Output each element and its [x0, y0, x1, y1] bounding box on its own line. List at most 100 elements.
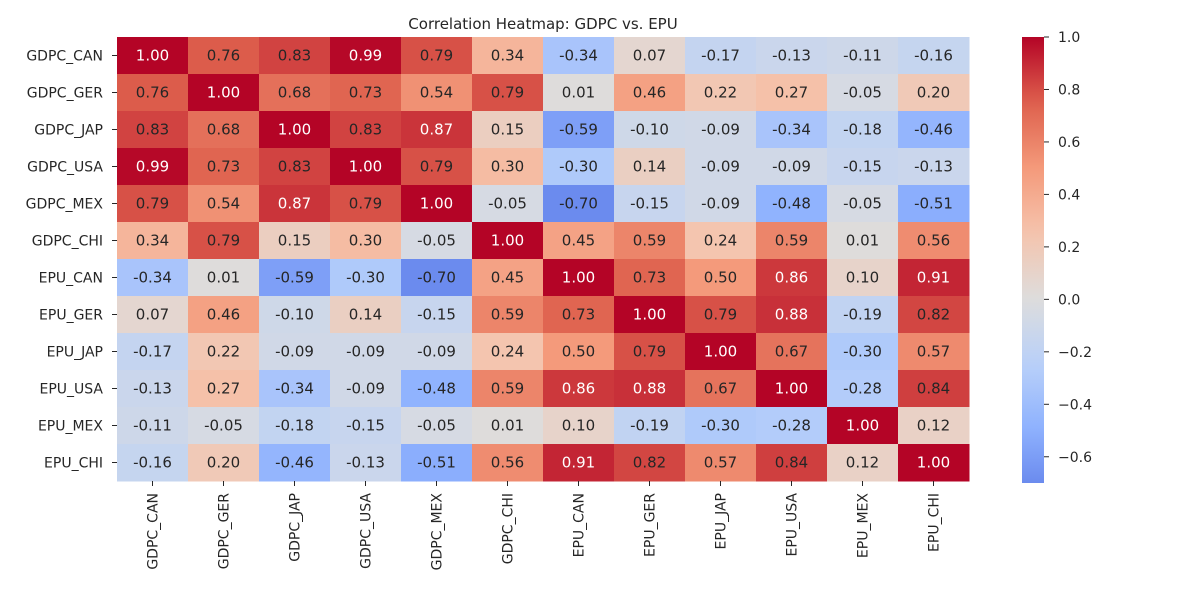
colorbar-tick-label: −0.4: [1058, 397, 1092, 413]
cell-value-label: 0.84: [917, 380, 950, 398]
cell-value-label: 0.20: [207, 454, 240, 472]
row-tick-labels: GDPC_CAN GDPC_GER GDPC_JAP GDPC_USA GDPC_MEX…: [26, 49, 117, 472]
cell-value-label: 0.87: [278, 195, 311, 213]
heatmap-cell: [188, 370, 260, 408]
heatmap-cell: [117, 333, 189, 371]
heatmap-cell: [543, 444, 615, 482]
heatmap-cell: [472, 222, 544, 260]
cell-value-label: 0.79: [633, 343, 666, 361]
heatmap-cell: [685, 444, 757, 482]
heatmap-cell: [685, 185, 757, 223]
row-tick-label: EPU_CAN: [39, 271, 103, 287]
heatmap-cell: [756, 37, 828, 75]
heatmap-cell: [685, 259, 757, 297]
cell-value-label: 0.07: [136, 306, 169, 324]
column-tick-labels: GDPC_CAN GDPC_GER GDPC_JAP GDPC_USA GDPC_MEX…: [146, 481, 943, 570]
cell-value-label: 0.57: [917, 343, 950, 361]
cell-value-label: 0.34: [136, 232, 169, 250]
heatmap-cell: [614, 37, 686, 75]
heatmap-cell: [543, 333, 615, 371]
heatmap-cell: [898, 444, 970, 482]
heatmap-cell: [259, 333, 331, 371]
cell-value-label: 0.83: [278, 47, 311, 65]
cell-value-label: 0.79: [704, 306, 737, 324]
cell-value-label: 0.34: [491, 47, 524, 65]
heatmap-cell: [898, 185, 970, 223]
heatmap-cell: [472, 148, 544, 186]
row-tick-label: GDPC_CAN: [26, 49, 103, 65]
cell-value-label: 0.01: [491, 417, 524, 435]
heatmap-cell: [756, 370, 828, 408]
heatmap-cell: [614, 111, 686, 149]
cell-value-label: -0.15: [346, 417, 385, 435]
heatmap-cell: [898, 259, 970, 297]
cell-value-label: 0.50: [704, 269, 737, 287]
cell-value-label: -0.51: [914, 195, 953, 213]
cell-value-label: -0.28: [843, 380, 882, 398]
heatmap-cell: [614, 407, 686, 445]
heatmap-cell: [259, 407, 331, 445]
heatmap-cell: [259, 37, 331, 75]
heatmap-cell: [117, 407, 189, 445]
row-tick-label: GDPC_GER: [27, 86, 104, 102]
heatmap-cell: [330, 37, 402, 75]
cell-value-label: 0.83: [349, 121, 382, 139]
heatmap-cell: [259, 444, 331, 482]
heatmap-cell: [188, 222, 260, 260]
heatmap-cell: [401, 222, 473, 260]
row-tick-label: EPU_CHI: [44, 456, 103, 472]
cell-value-label: 1.00: [491, 232, 524, 250]
colorbar-tick-label: −0.2: [1058, 345, 1092, 361]
heatmap-cell: [259, 74, 331, 112]
cell-value-label: -0.11: [133, 417, 172, 435]
cell-value-label: 0.79: [420, 47, 453, 65]
heatmap-cell: [259, 370, 331, 408]
heatmap-cell: [756, 74, 828, 112]
heatmap-cell: [614, 259, 686, 297]
cell-value-label: 0.12: [917, 417, 950, 435]
cell-value-label: 0.79: [420, 158, 453, 176]
cell-value-label: -0.09: [417, 343, 456, 361]
heatmap-cell: [898, 111, 970, 149]
cell-value-label: 0.67: [775, 343, 808, 361]
heatmap-cell: [827, 37, 899, 75]
colorbar-ticks: 1.0 0.8 0.6 0.4 0.2 0.0 −0.2 −0.4 −0.6: [1044, 30, 1092, 466]
heatmap-cell: [117, 296, 189, 334]
cell-value-label: 0.59: [491, 306, 524, 324]
heatmap-cell: [259, 111, 331, 149]
cell-value-label: 0.24: [704, 232, 737, 250]
cell-value-label: -0.09: [701, 195, 740, 213]
cell-value-label: 0.59: [491, 380, 524, 398]
heatmap-cell: [330, 407, 402, 445]
row-tick-label: EPU_JAP: [47, 345, 103, 361]
heatmap-cells: 1.00 0.76 0.83 0.99 0.79 0.34 -0.34 0.07 -0.17 -0…: [117, 37, 970, 482]
heatmap-cell: [401, 74, 473, 112]
heatmap-cell: [117, 185, 189, 223]
cell-value-label: 0.68: [207, 121, 240, 139]
heatmap-cell: [756, 148, 828, 186]
cell-value-label: -0.09: [346, 343, 385, 361]
row-tick-label: EPU_GER: [39, 308, 103, 324]
cell-value-label: 0.50: [562, 343, 595, 361]
heatmap-cell: [543, 370, 615, 408]
heatmap-cell: [827, 407, 899, 445]
heatmap-cell: [401, 333, 473, 371]
heatmap-cell: [685, 296, 757, 334]
cell-value-label: -0.16: [914, 47, 953, 65]
heatmap-cell: [117, 74, 189, 112]
cell-value-label: 0.79: [207, 232, 240, 250]
cell-value-label: 0.82: [917, 306, 950, 324]
cell-value-label: 0.54: [207, 195, 240, 213]
cell-value-label: 0.07: [633, 47, 666, 65]
heatmap-cell: [472, 444, 544, 482]
heatmap-cell: [827, 222, 899, 260]
heatmap-cell: [472, 296, 544, 334]
cell-value-label: -0.17: [701, 47, 740, 65]
cell-value-label: 0.82: [633, 454, 666, 472]
heatmap-cell: [827, 148, 899, 186]
heatmap-cell: [827, 111, 899, 149]
heatmap-cell: [685, 148, 757, 186]
column-tick-label: EPU_GER: [643, 493, 659, 557]
heatmap-cell: [898, 296, 970, 334]
